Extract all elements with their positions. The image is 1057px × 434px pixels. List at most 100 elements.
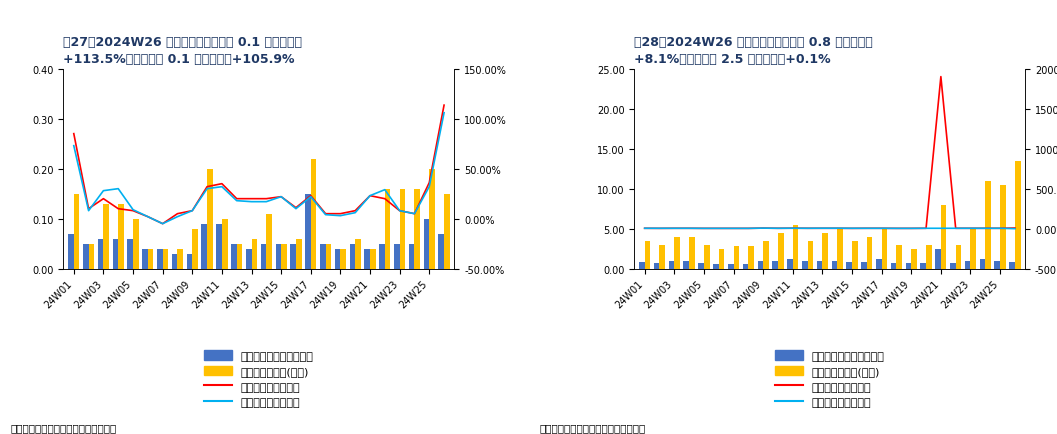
Bar bbox=[143, 249, 148, 269]
Bar bbox=[965, 262, 970, 269]
Bar bbox=[246, 249, 252, 269]
Bar bbox=[217, 224, 222, 269]
Bar bbox=[400, 189, 405, 269]
Bar bbox=[429, 169, 434, 269]
Bar bbox=[778, 233, 783, 269]
Bar bbox=[68, 234, 74, 269]
Bar bbox=[654, 263, 660, 269]
Bar bbox=[734, 247, 739, 269]
Bar bbox=[172, 254, 178, 269]
Bar bbox=[985, 181, 990, 269]
Bar bbox=[837, 229, 842, 269]
Bar bbox=[728, 264, 734, 269]
Bar bbox=[689, 237, 694, 269]
Bar bbox=[817, 262, 822, 269]
Bar bbox=[409, 244, 414, 269]
Bar bbox=[355, 239, 360, 269]
Bar bbox=[743, 264, 748, 269]
Bar bbox=[187, 254, 192, 269]
Bar bbox=[822, 233, 828, 269]
Bar bbox=[896, 245, 902, 269]
Bar bbox=[891, 263, 896, 269]
Bar bbox=[935, 249, 941, 269]
Bar bbox=[713, 264, 719, 269]
Bar bbox=[847, 263, 852, 269]
Bar bbox=[222, 219, 227, 269]
Bar bbox=[921, 263, 926, 269]
Bar bbox=[773, 261, 778, 269]
Bar bbox=[365, 249, 370, 269]
Bar bbox=[444, 194, 449, 269]
Bar bbox=[178, 249, 183, 269]
Bar bbox=[748, 247, 754, 269]
Bar bbox=[980, 260, 985, 269]
Bar bbox=[941, 205, 946, 269]
Bar bbox=[956, 245, 961, 269]
Bar bbox=[163, 249, 168, 269]
Bar bbox=[82, 244, 89, 269]
Bar bbox=[911, 249, 916, 269]
Bar bbox=[305, 194, 311, 269]
Bar bbox=[311, 159, 316, 269]
Bar bbox=[669, 261, 674, 269]
Bar bbox=[326, 244, 331, 269]
Bar bbox=[335, 249, 340, 269]
Bar bbox=[832, 261, 837, 269]
Bar bbox=[852, 241, 857, 269]
Text: 图27：2024W26 扫地机线下销额约为 0.1 亿元，同比
+113.5%；销量约为 0.1 万台，同比+105.9%: 图27：2024W26 扫地机线下销额约为 0.1 亿元，同比 +113.5%；… bbox=[63, 36, 302, 66]
Bar bbox=[787, 260, 793, 269]
Bar bbox=[439, 234, 444, 269]
Text: 数据来源：奥维云网、开源证券研究所: 数据来源：奥维云网、开源证券研究所 bbox=[539, 422, 646, 432]
Text: 数据来源：奥维云网、开源证券研究所: 数据来源：奥维云网、开源证券研究所 bbox=[11, 422, 117, 432]
Bar bbox=[291, 244, 296, 269]
Bar bbox=[118, 204, 124, 269]
Bar bbox=[414, 189, 420, 269]
Bar bbox=[202, 224, 207, 269]
Bar bbox=[113, 239, 118, 269]
Bar bbox=[98, 239, 104, 269]
Bar bbox=[133, 219, 138, 269]
Legend: 扫地机线上销额（亿元）, 扫地机线上销量(万台), 扫地机线上销额同比, 扫地机线上销量同比: 扫地机线上销额（亿元）, 扫地机线上销量(万台), 扫地机线上销额同比, 扫地机… bbox=[775, 351, 885, 407]
Bar bbox=[379, 244, 385, 269]
Bar bbox=[394, 244, 400, 269]
Text: 图28：2024W26 扫地机线上销额约为 0.8 亿元，同比
+8.1%；销量约为 2.5 万台，同比+0.1%: 图28：2024W26 扫地机线上销额约为 0.8 亿元，同比 +8.1%；销量… bbox=[634, 36, 873, 66]
Bar bbox=[89, 244, 94, 269]
Bar bbox=[758, 262, 763, 269]
Bar bbox=[704, 245, 709, 269]
Bar bbox=[876, 260, 882, 269]
Bar bbox=[261, 244, 266, 269]
Bar bbox=[192, 229, 198, 269]
Bar bbox=[340, 249, 346, 269]
Bar bbox=[1009, 263, 1015, 269]
Bar bbox=[157, 249, 163, 269]
Bar bbox=[995, 261, 1000, 269]
Bar bbox=[882, 229, 887, 269]
Bar bbox=[867, 237, 872, 269]
Bar bbox=[1000, 185, 1006, 269]
Bar bbox=[660, 245, 665, 269]
Bar bbox=[808, 241, 813, 269]
Bar bbox=[350, 244, 355, 269]
Bar bbox=[320, 244, 326, 269]
Bar bbox=[793, 225, 798, 269]
Bar bbox=[926, 245, 931, 269]
Bar bbox=[281, 244, 286, 269]
Bar bbox=[207, 169, 212, 269]
Bar bbox=[74, 194, 79, 269]
Bar bbox=[296, 239, 301, 269]
Bar bbox=[674, 237, 680, 269]
Bar bbox=[763, 241, 768, 269]
Bar bbox=[424, 219, 429, 269]
Bar bbox=[385, 189, 390, 269]
Legend: 扫地机线下销额（亿元）, 扫地机线下销量(万台), 扫地机线下销额同比, 扫地机线下销量同比: 扫地机线下销额（亿元）, 扫地机线下销量(万台), 扫地机线下销额同比, 扫地机… bbox=[204, 351, 314, 407]
Bar bbox=[861, 263, 867, 269]
Bar bbox=[104, 204, 109, 269]
Bar bbox=[639, 263, 645, 269]
Bar bbox=[719, 249, 724, 269]
Bar bbox=[266, 214, 272, 269]
Bar bbox=[699, 263, 704, 269]
Bar bbox=[645, 241, 650, 269]
Bar bbox=[128, 239, 133, 269]
Bar bbox=[231, 244, 237, 269]
Bar bbox=[237, 244, 242, 269]
